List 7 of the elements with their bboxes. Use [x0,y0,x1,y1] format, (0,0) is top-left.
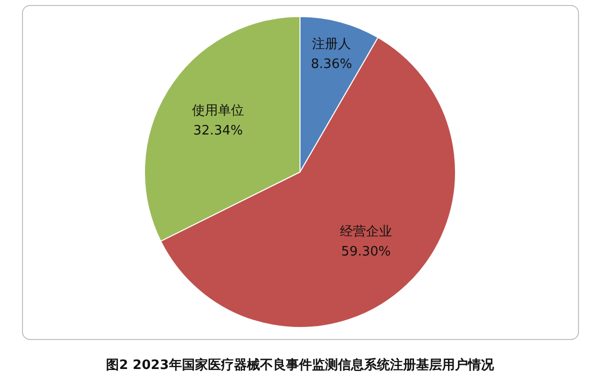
data-label: 59.30% [341,244,391,260]
slice-label: 经营企业 [340,224,392,240]
slice-label: 使用单位 [192,104,244,119]
slice-label: 注册人 [312,37,351,52]
data-label: 8.36% [310,57,352,72]
text: 图2 2023年国家医疗器械不良事件监测信息系统注册基层用户情况 [105,356,495,374]
data-label: 32.34% [193,124,243,139]
